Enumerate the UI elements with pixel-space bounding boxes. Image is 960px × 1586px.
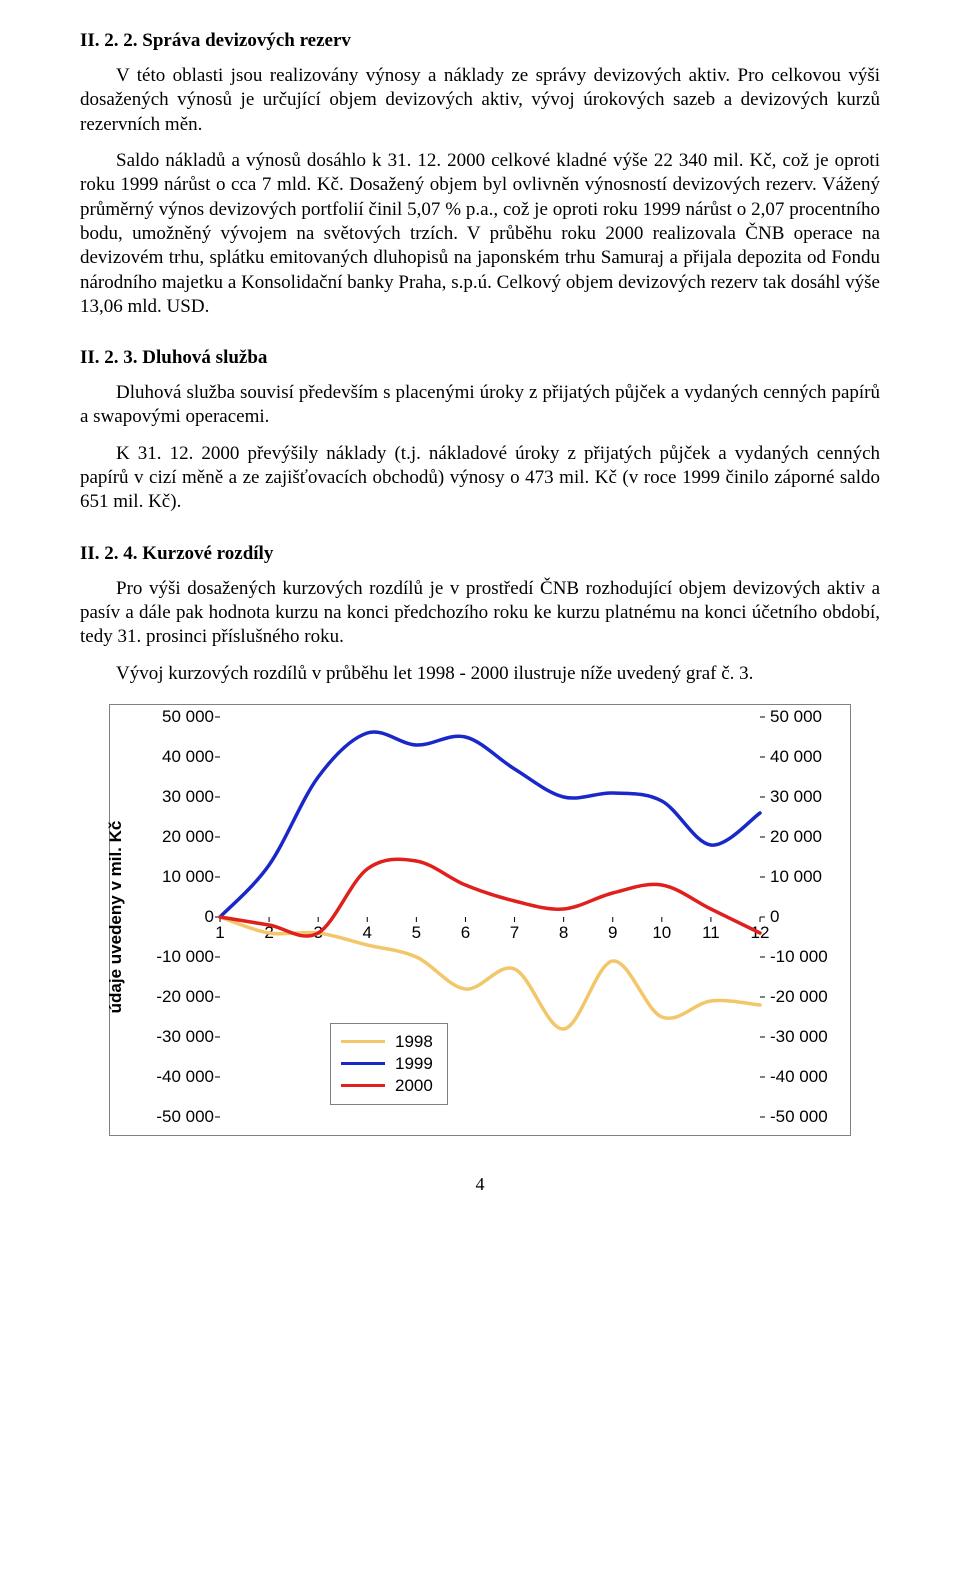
legend-label: 1998 (395, 1032, 433, 1052)
series-2000 (220, 859, 760, 936)
section-224-p1: Pro výši dosažených kurzových rozdílů je… (80, 577, 880, 650)
section-223-heading: II. 2. 3. Dluhová služba (80, 347, 880, 369)
section-221-heading: II. 2. 2. Správa devizových rezerv (80, 30, 880, 52)
legend-swatch (341, 1040, 385, 1043)
page-number: 4 (80, 1174, 880, 1195)
section-224-p2: Vývoj kurzových rozdílů v průběhu let 19… (80, 662, 880, 686)
legend-item: 1999 (341, 1054, 433, 1074)
legend-swatch (341, 1084, 385, 1087)
section-223-p2: K 31. 12. 2000 převýšily náklady (t.j. n… (80, 442, 880, 515)
legend-swatch (341, 1062, 385, 1065)
chart-svg (110, 705, 850, 1135)
section-221-p1: V této oblasti jsou realizovány výnosy a… (80, 64, 880, 137)
section-223-p1: Dluhová služba souvisí především s place… (80, 381, 880, 430)
legend-item: 1998 (341, 1032, 433, 1052)
section-224-heading: II. 2. 4. Kurzové rozdíly (80, 543, 880, 565)
chart-legend: 199819992000 (330, 1023, 448, 1105)
legend-label: 2000 (395, 1076, 433, 1096)
section-221-p2: Saldo nákladů a výnosů dosáhlo k 31. 12.… (80, 149, 880, 319)
exchange-rate-chart: 50 00050 00040 00040 00030 00030 00020 0… (109, 704, 851, 1136)
legend-item: 2000 (341, 1076, 433, 1096)
legend-label: 1999 (395, 1054, 433, 1074)
